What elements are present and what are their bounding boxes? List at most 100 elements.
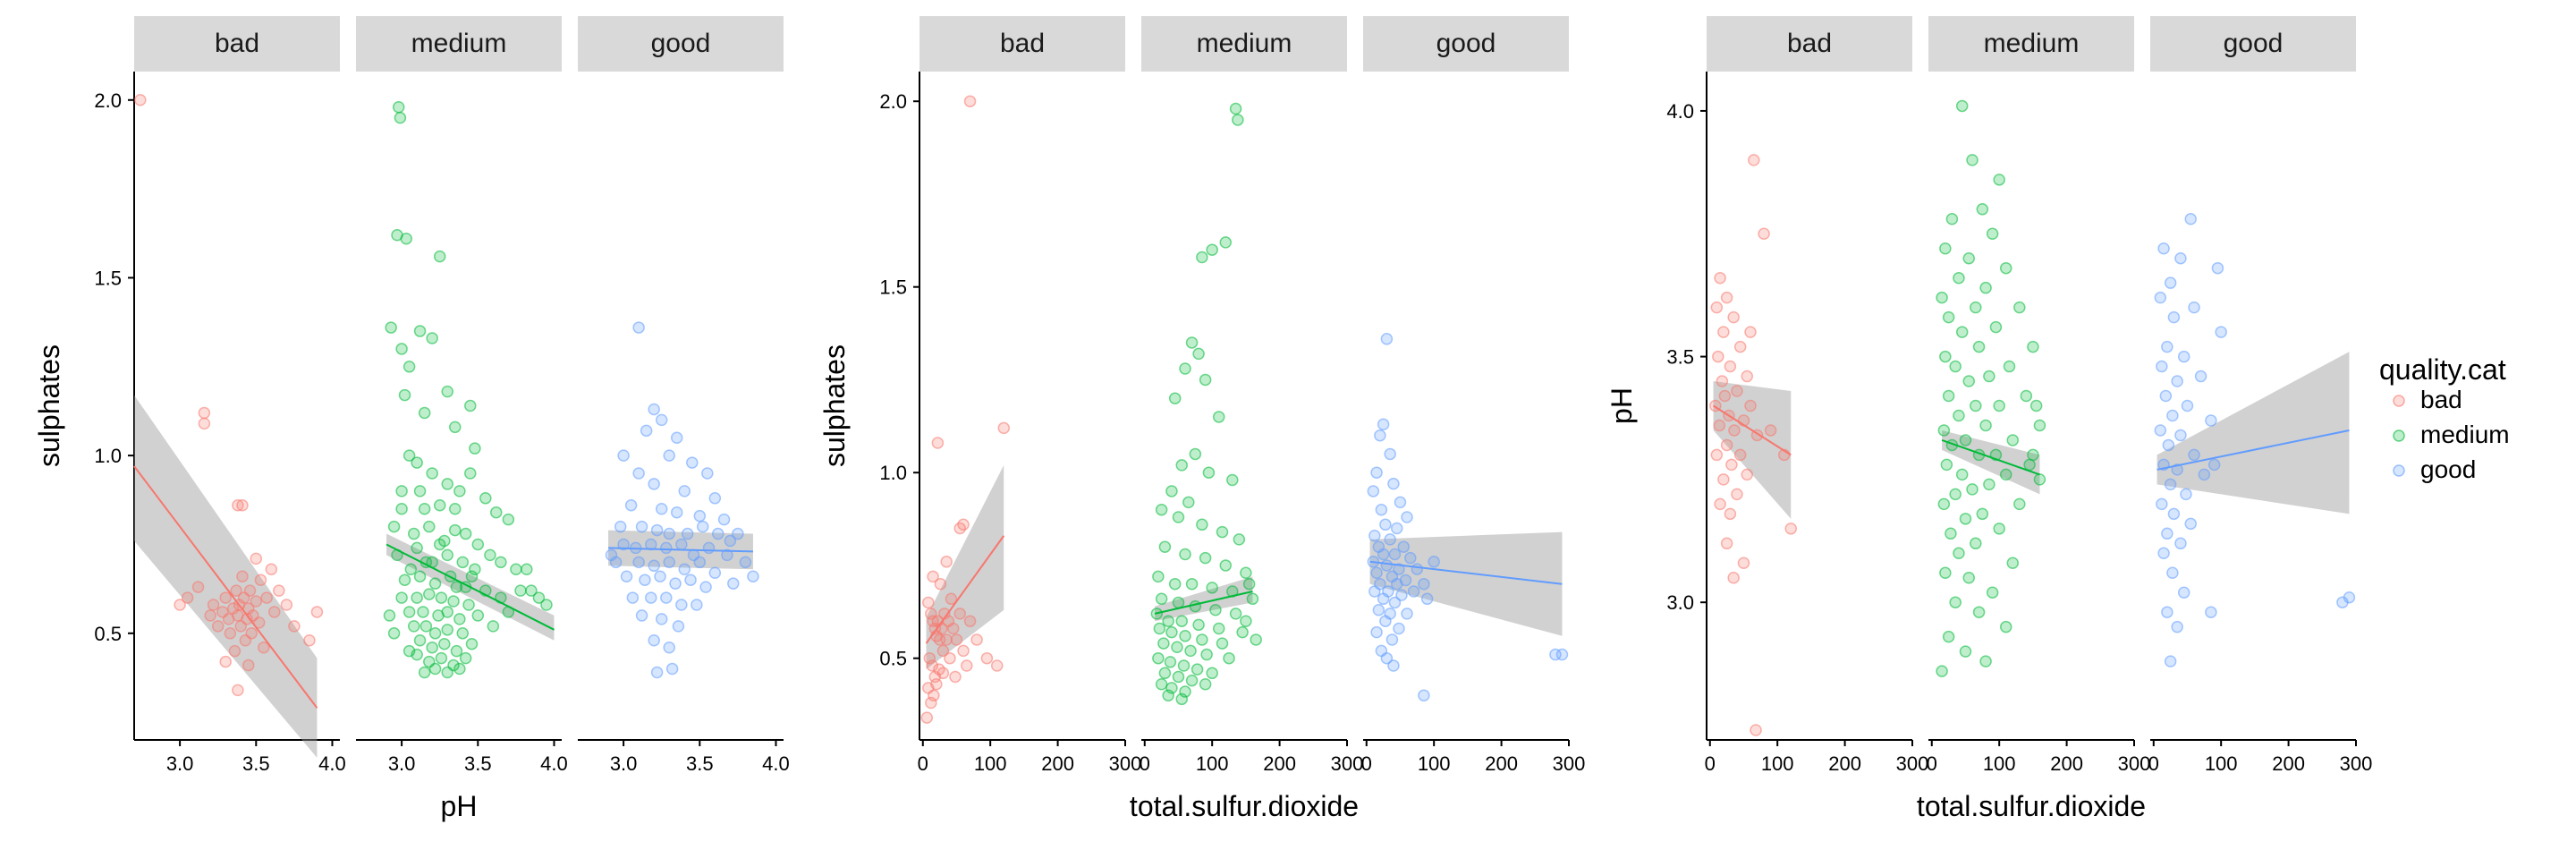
data-point bbox=[945, 592, 958, 606]
data-point bbox=[1725, 458, 1738, 472]
data-point bbox=[1993, 523, 2005, 535]
data-point bbox=[1940, 458, 1953, 472]
fit-line bbox=[2157, 429, 2350, 471]
data-point bbox=[1185, 577, 1199, 591]
y-tick-label: 1.0 bbox=[879, 462, 907, 484]
data-point bbox=[1368, 585, 1381, 598]
y-tick-label: 2.0 bbox=[879, 90, 907, 113]
data-point bbox=[1162, 615, 1174, 627]
data-point bbox=[1712, 350, 1724, 363]
data-point bbox=[693, 509, 707, 523]
data-point bbox=[400, 233, 412, 245]
data-point bbox=[462, 599, 475, 611]
data-point bbox=[1407, 585, 1420, 598]
data-point bbox=[243, 584, 257, 597]
data-point bbox=[1192, 347, 1205, 361]
data-point bbox=[258, 641, 270, 654]
data-point bbox=[1179, 548, 1191, 561]
data-point bbox=[1164, 656, 1177, 668]
data-point bbox=[1393, 563, 1405, 575]
data-point bbox=[1172, 511, 1185, 523]
x-tick-label: 0 bbox=[1361, 752, 1372, 775]
data-point bbox=[1196, 251, 1208, 264]
data-point bbox=[1720, 291, 1733, 304]
data-point bbox=[1219, 559, 1233, 572]
fit-line bbox=[1154, 591, 1253, 615]
data-point bbox=[1959, 645, 1972, 658]
data-point bbox=[711, 527, 724, 540]
x-tick-label: 200 bbox=[1828, 752, 1861, 775]
data-point bbox=[1394, 496, 1407, 509]
data-point bbox=[1986, 227, 1999, 241]
data-point bbox=[953, 522, 966, 535]
data-point bbox=[1724, 507, 1737, 521]
data-point bbox=[1404, 551, 1417, 565]
data-point bbox=[1368, 530, 1381, 542]
y-axis-title: pH bbox=[1606, 387, 1638, 424]
facet-medium: medium 0 100 200 300 bbox=[1927, 16, 2151, 775]
data-point bbox=[521, 563, 533, 576]
data-point bbox=[620, 570, 633, 582]
data-point bbox=[626, 591, 640, 604]
data-point bbox=[946, 622, 960, 635]
data-point bbox=[453, 613, 466, 625]
data-point bbox=[1189, 599, 1202, 613]
data-point bbox=[655, 502, 668, 515]
data-point bbox=[1388, 596, 1402, 609]
data-point bbox=[1199, 551, 1212, 565]
data-point bbox=[2033, 473, 2046, 486]
data-point bbox=[648, 403, 660, 416]
y-tick-label: 4.0 bbox=[1666, 100, 1694, 123]
facet-bad: bad 3.0 3.5 4.0 bbox=[133, 16, 346, 775]
x-tick-label: 300 bbox=[1109, 752, 1142, 775]
data-point bbox=[2184, 517, 2197, 531]
data-point bbox=[2020, 389, 2033, 403]
data-point bbox=[433, 538, 446, 551]
facet-strip bbox=[1141, 16, 1347, 72]
confidence-band bbox=[1369, 531, 1563, 636]
y-tick-label: 1.5 bbox=[94, 267, 122, 289]
data-point bbox=[230, 584, 242, 597]
x-tick-label: 4.0 bbox=[540, 752, 568, 775]
data-point bbox=[1945, 527, 1957, 540]
data-point bbox=[2156, 497, 2168, 511]
facet-good: good 3.0 3.5 4.0 bbox=[578, 16, 790, 775]
facet-strip bbox=[1363, 16, 1569, 72]
data-point bbox=[681, 527, 694, 540]
data-point bbox=[2171, 375, 2183, 387]
data-point bbox=[1936, 291, 1948, 304]
data-point bbox=[1939, 350, 1952, 363]
facet-strip-label: medium bbox=[1984, 29, 2080, 58]
data-point bbox=[250, 552, 263, 565]
data-point bbox=[660, 591, 673, 604]
x-tick-label: 300 bbox=[2118, 752, 2151, 775]
data-point bbox=[1727, 310, 1740, 324]
data-point bbox=[645, 591, 657, 604]
data-point bbox=[1972, 606, 1986, 618]
data-point bbox=[1942, 389, 1955, 403]
confidence-band bbox=[2157, 352, 2350, 514]
data-point bbox=[1393, 622, 1405, 635]
data-point bbox=[1372, 604, 1385, 616]
data-point bbox=[1172, 670, 1185, 684]
data-point bbox=[407, 620, 420, 633]
data-point bbox=[469, 563, 481, 576]
x-tick-label: 100 bbox=[1196, 752, 1229, 775]
data-point bbox=[1157, 637, 1170, 650]
data-point bbox=[675, 538, 688, 551]
data-point bbox=[2194, 370, 2207, 383]
data-point bbox=[254, 574, 267, 586]
data-point bbox=[2174, 537, 2187, 550]
data-point bbox=[418, 406, 431, 420]
data-point bbox=[617, 449, 630, 462]
data-point bbox=[2181, 399, 2194, 412]
legend-items: bad medium good bbox=[2393, 386, 2510, 483]
data-point bbox=[1986, 586, 1999, 599]
data-point bbox=[514, 584, 527, 597]
data-point bbox=[665, 662, 679, 676]
data-point bbox=[1185, 674, 1199, 687]
data-point bbox=[927, 570, 939, 583]
data-point bbox=[2033, 419, 2046, 432]
data-point bbox=[395, 343, 408, 355]
data-point bbox=[232, 684, 244, 697]
